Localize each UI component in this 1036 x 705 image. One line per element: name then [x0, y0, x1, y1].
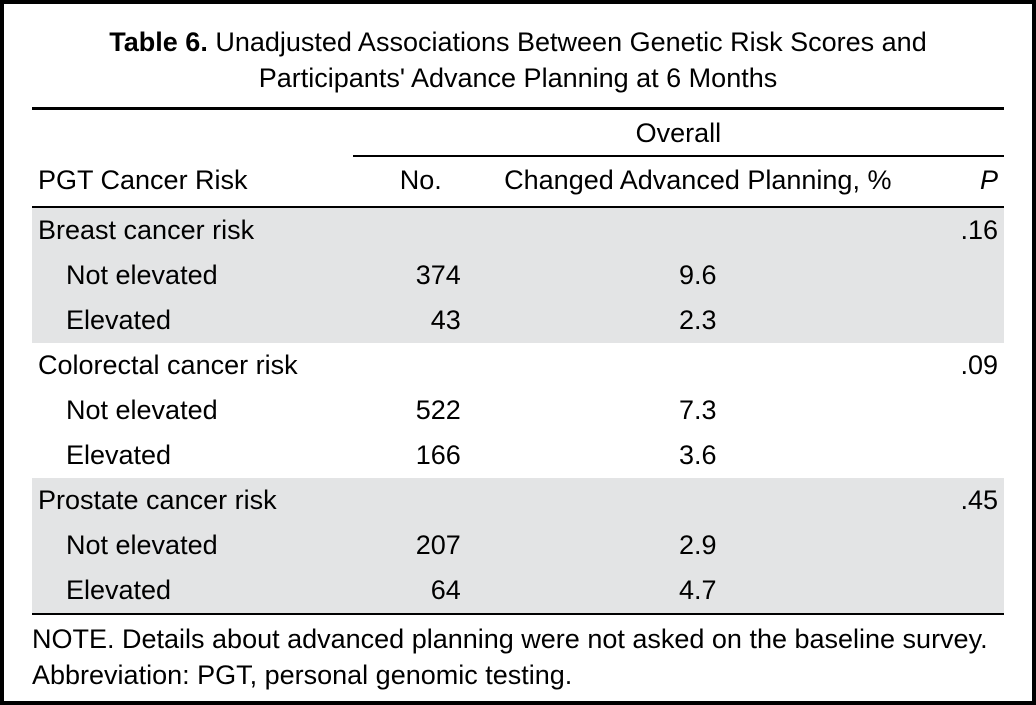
table-label: Table 6.: [109, 27, 208, 57]
table-row: Not elevated 374 9.6: [32, 253, 1004, 298]
row-n: 207: [353, 523, 489, 568]
row-n: 64: [353, 568, 489, 614]
table-row: Not elevated 522 7.3: [32, 388, 1004, 433]
note-line-2: Abbreviation: PGT, personal genomic test…: [32, 660, 572, 690]
table-row: Not elevated 207 2.9: [32, 523, 1004, 568]
row-changed: 2.3: [489, 298, 907, 343]
group-header-row: Breast cancer risk .16: [32, 207, 1004, 253]
header-p: P: [907, 156, 1004, 207]
row-label: Elevated: [32, 298, 353, 343]
data-table: Overall PGT Cancer Risk No. Changed Adva…: [32, 107, 1004, 615]
group-p: .45: [907, 478, 1004, 523]
row-n: 43: [353, 298, 489, 343]
group-name: Colorectal cancer risk: [32, 343, 353, 388]
title-line-2: Participants' Advance Planning at 6 Mont…: [259, 63, 777, 93]
group-p: .16: [907, 207, 1004, 253]
note-line-1: NOTE. Details about advanced planning we…: [32, 624, 988, 654]
row-label: Not elevated: [32, 253, 353, 298]
group-name: Breast cancer risk: [32, 207, 353, 253]
group-name: Prostate cancer risk: [32, 478, 353, 523]
row-changed: 2.9: [489, 523, 907, 568]
row-label: Not elevated: [32, 523, 353, 568]
header-changed: Changed Advanced Planning, %: [489, 156, 907, 207]
row-changed: 9.6: [489, 253, 907, 298]
header-no: No.: [353, 156, 489, 207]
table-title: Table 6. Unadjusted Associations Between…: [62, 24, 974, 97]
row-label: Not elevated: [32, 388, 353, 433]
table-row: Elevated 43 2.3: [32, 298, 1004, 343]
row-n: 166: [353, 433, 489, 478]
title-line-1: Unadjusted Associations Between Genetic …: [208, 27, 927, 57]
table-row: Elevated 64 4.7: [32, 568, 1004, 614]
row-n: 522: [353, 388, 489, 433]
row-n: 374: [353, 253, 489, 298]
table-note: NOTE. Details about advanced planning we…: [32, 621, 1004, 694]
row-label: Elevated: [32, 433, 353, 478]
header-risk: PGT Cancer Risk: [32, 156, 353, 207]
table-row: Elevated 166 3.6: [32, 433, 1004, 478]
table-frame: Table 6. Unadjusted Associations Between…: [0, 0, 1036, 705]
row-changed: 4.7: [489, 568, 907, 614]
row-changed: 7.3: [489, 388, 907, 433]
header-overall: Overall: [353, 108, 1004, 156]
table-body: Breast cancer risk .16 Not elevated 374 …: [32, 207, 1004, 614]
row-changed: 3.6: [489, 433, 907, 478]
group-header-row: Colorectal cancer risk .09: [32, 343, 1004, 388]
row-label: Elevated: [32, 568, 353, 614]
group-p: .09: [907, 343, 1004, 388]
group-header-row: Prostate cancer risk .45: [32, 478, 1004, 523]
table-header: Overall PGT Cancer Risk No. Changed Adva…: [32, 108, 1004, 207]
